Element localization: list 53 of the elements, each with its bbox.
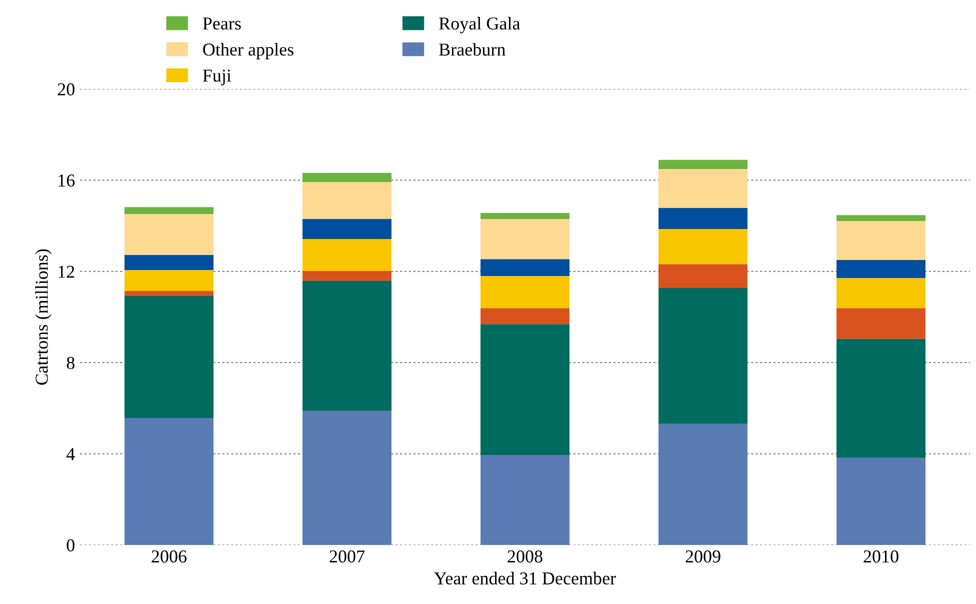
bar — [480, 259, 570, 276]
bar — [480, 218, 570, 260]
x-tick-label: 2008 — [508, 550, 542, 563]
bar — [658, 288, 748, 424]
bar — [480, 454, 570, 545]
y-tick-label: 16 — [58, 174, 75, 187]
y-tick-label: 0 — [66, 539, 74, 552]
bar — [658, 169, 748, 208]
bar — [124, 207, 214, 214]
bar — [658, 228, 748, 264]
bar — [836, 308, 926, 339]
x-axis-title: Year ended 31 December — [434, 572, 616, 584]
legend-label: Fuji — [202, 70, 232, 86]
bar — [124, 418, 214, 545]
bar — [302, 172, 392, 182]
legend-label: Other apples — [203, 42, 294, 60]
bar — [836, 278, 926, 308]
bar — [658, 160, 748, 170]
bar — [658, 264, 748, 288]
y-tick-label: 20 — [58, 83, 74, 96]
bar — [836, 260, 926, 278]
x-tick-label: 2009 — [686, 550, 720, 563]
y-axis-title: Catrtons (millions) — [35, 249, 52, 385]
bar — [124, 270, 214, 292]
bar — [302, 270, 392, 281]
x-tick-label: 2010 — [864, 550, 898, 563]
legend-label: Braeburn — [439, 43, 506, 56]
bar — [836, 221, 926, 260]
bar — [302, 218, 392, 240]
bar — [124, 296, 214, 418]
bar — [480, 324, 570, 455]
bar — [836, 215, 926, 222]
bar — [836, 458, 926, 545]
bar — [658, 424, 748, 545]
x-tick-label: 2007 — [330, 550, 365, 563]
bar — [302, 410, 392, 545]
bar — [658, 208, 748, 229]
bar — [480, 213, 570, 219]
bar — [302, 280, 392, 411]
y-tick-label: 12 — [58, 266, 74, 278]
y-tick-label: 4 — [66, 448, 75, 460]
bar — [302, 239, 392, 271]
bar — [124, 291, 214, 296]
bar — [480, 276, 570, 308]
bar — [124, 214, 214, 255]
legend-label: Pears — [202, 18, 241, 30]
y-tick-label: 8 — [66, 356, 74, 370]
x-tick-label: 2006 — [152, 550, 187, 563]
bar — [124, 254, 214, 270]
bar — [836, 338, 926, 458]
legend-label: Royal Gala — [439, 16, 520, 34]
bar — [480, 308, 570, 324]
bar — [302, 182, 392, 219]
